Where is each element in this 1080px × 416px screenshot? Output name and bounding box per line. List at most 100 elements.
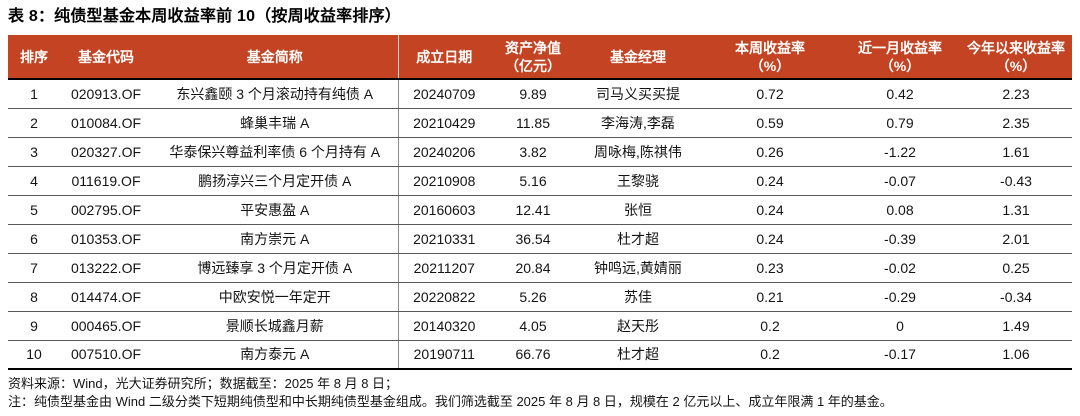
cell-inception-date: 20240709 — [398, 79, 490, 109]
cell-net-assets: 20.84 — [490, 253, 576, 283]
cell-net-assets: 66.76 — [490, 340, 576, 370]
cell-fund-code: 020913.OF — [60, 79, 152, 109]
table-row: 8 014474.OF 中欧安悦一年定开 20220822 5.26 苏佳 0.21 -0.2… — [8, 282, 1072, 312]
cell-ytd-return: -0.43 — [960, 166, 1072, 196]
cell-fund-name: 南方崇元 A — [152, 224, 399, 254]
cell-ytd-return: -0.34 — [960, 282, 1072, 312]
table-row: 5 002795.OF 平安惠盈 A 20160603 12.41 张恒 0.24 0.08 1… — [8, 195, 1072, 225]
cell-fund-name: 平安惠盈 A — [152, 195, 399, 225]
col-header-weekly-return: 本周收益率 （%） — [700, 35, 840, 80]
cell-fund-name: 东兴鑫颐 3 个月滚动持有纯债 A — [152, 79, 399, 109]
table-header-row: 排序 基金代码 基金简称 成立日期 资产净值 （亿元） 基金经理 本周收益率 （%）… — [8, 35, 1072, 80]
cell-fund-code: 010353.OF — [60, 224, 152, 254]
cell-monthly-return: -1.22 — [840, 137, 960, 167]
cell-inception-date: 20190711 — [398, 340, 490, 370]
cell-inception-date: 20240206 — [398, 137, 490, 167]
col-header-fund-name: 基金简称 — [152, 35, 399, 80]
cell-fund-manager: 赵天彤 — [576, 311, 700, 341]
cell-fund-name: 博远臻享 3 个月定开债 A — [152, 253, 399, 283]
cell-weekly-return: 0.2 — [700, 340, 840, 370]
cell-fund-name: 鹏扬淳兴三个月定开债 A — [152, 166, 399, 196]
cell-ytd-return: 1.49 — [960, 311, 1072, 341]
cell-net-assets: 3.82 — [490, 137, 576, 167]
col-header-label: 近一月收益率 — [858, 39, 942, 56]
table-title: 表 8：纯债型基金本周收益率前 10（按周收益率排序） — [8, 8, 401, 25]
cell-fund-manager: 杜才超 — [576, 224, 700, 254]
cell-weekly-return: 0.26 — [700, 137, 840, 167]
cell-weekly-return: 0.2 — [700, 311, 840, 341]
cell-ytd-return: 2.35 — [960, 108, 1072, 138]
table-body: 1 020913.OF 东兴鑫颐 3 个月滚动持有纯债 A 20240709 9.89 司… — [8, 79, 1072, 370]
cell-net-assets: 11.85 — [490, 108, 576, 138]
cell-monthly-return: -0.07 — [840, 166, 960, 196]
col-header-unit: （%） — [749, 57, 791, 74]
col-header-label: 基金简称 — [246, 48, 303, 65]
cell-fund-code: 010084.OF — [60, 108, 152, 138]
cell-rank: 2 — [8, 108, 60, 138]
cell-monthly-return: -0.17 — [840, 340, 960, 370]
cell-fund-name: 中欧安悦一年定开 — [152, 282, 399, 312]
cell-rank: 7 — [8, 253, 60, 283]
table-row: 1 020913.OF 东兴鑫颐 3 个月滚动持有纯债 A 20240709 9.89 司… — [8, 79, 1072, 109]
col-header-unit: （%） — [879, 57, 921, 74]
table-row: 4 011619.OF 鹏扬淳兴三个月定开债 A 20210908 5.16 王黎骁 0.2… — [8, 166, 1072, 196]
cell-fund-code: 007510.OF — [60, 340, 152, 370]
cell-rank: 1 — [8, 79, 60, 109]
cell-inception-date: 20211207 — [398, 253, 490, 283]
col-header-label: 成立日期 — [416, 48, 473, 65]
col-header-label: 排序 — [20, 48, 48, 65]
cell-ytd-return: 1.31 — [960, 195, 1072, 225]
cell-monthly-return: 0.42 — [840, 79, 960, 109]
cell-fund-code: 000465.OF — [60, 311, 152, 341]
cell-rank: 9 — [8, 311, 60, 341]
cell-fund-code: 014474.OF — [60, 282, 152, 312]
cell-monthly-return: -0.02 — [840, 253, 960, 283]
cell-weekly-return: 0.24 — [700, 166, 840, 196]
cell-net-assets: 5.16 — [490, 166, 576, 196]
cell-weekly-return: 0.21 — [700, 282, 840, 312]
table-row: 6 010353.OF 南方崇元 A 20210331 36.54 杜才超 0.24 -0.3… — [8, 224, 1072, 254]
cell-fund-code: 002795.OF — [60, 195, 152, 225]
cell-fund-manager: 司马义买买提 — [576, 79, 700, 109]
cell-rank: 6 — [8, 224, 60, 254]
col-header-ytd-return: 今年以来收益率 （%） — [960, 35, 1072, 80]
col-header-label: 今年以来收益率 — [967, 39, 1065, 56]
footnotes: 资料来源：Wind，光大证券研究所；数据截至：2025 年 8 月 8 日； 注… — [8, 375, 1072, 411]
cell-weekly-return: 0.24 — [700, 224, 840, 254]
cell-monthly-return: -0.39 — [840, 224, 960, 254]
cell-fund-name: 景顺长城鑫月薪 — [152, 311, 399, 341]
footnote-note: 注：纯债型基金由 Wind 二级分类下短期纯债型和中长期纯债型基金组成。我们筛选… — [8, 394, 893, 409]
cell-net-assets: 5.26 — [490, 282, 576, 312]
cell-rank: 3 — [8, 137, 60, 167]
cell-ytd-return: 0.25 — [960, 253, 1072, 283]
cell-rank: 8 — [8, 282, 60, 312]
cell-fund-manager: 王黎骁 — [576, 166, 700, 196]
col-header-inception-date: 成立日期 — [398, 35, 490, 80]
col-header-net-assets: 资产净值 （亿元） — [490, 35, 576, 80]
cell-fund-manager: 周咏梅,陈祺伟 — [576, 137, 700, 167]
fund-return-table: 排序 基金代码 基金简称 成立日期 资产净值 （亿元） 基金经理 本周收益率 （%）… — [8, 35, 1072, 370]
cell-fund-code: 013222.OF — [60, 253, 152, 283]
cell-weekly-return: 0.72 — [700, 79, 840, 109]
cell-ytd-return: 1.61 — [960, 137, 1072, 167]
footnote-source: 资料来源：Wind，光大证券研究所；数据截至：2025 年 8 月 8 日； — [8, 376, 399, 391]
cell-ytd-return: 2.01 — [960, 224, 1072, 254]
cell-fund-manager: 张恒 — [576, 195, 700, 225]
cell-weekly-return: 0.59 — [700, 108, 840, 138]
cell-ytd-return: 2.23 — [960, 79, 1072, 109]
cell-inception-date: 20160603 — [398, 195, 490, 225]
cell-net-assets: 36.54 — [490, 224, 576, 254]
cell-rank: 4 — [8, 166, 60, 196]
cell-monthly-return: 0.08 — [840, 195, 960, 225]
col-header-label: 基金经理 — [610, 48, 666, 65]
col-header-label: 本周收益率 — [735, 39, 805, 56]
cell-fund-name: 南方泰元 A — [152, 340, 399, 370]
cell-monthly-return: -0.29 — [840, 282, 960, 312]
cell-fund-manager: 苏佳 — [576, 282, 700, 312]
cell-inception-date: 20210908 — [398, 166, 490, 196]
table-row: 10 007510.OF 南方泰元 A 20190711 66.76 杜才超 0.2 -0.1… — [8, 340, 1072, 370]
cell-rank: 5 — [8, 195, 60, 225]
table-row: 9 000465.OF 景顺长城鑫月薪 20140320 4.05 赵天彤 0.2 0 1.49 — [8, 311, 1072, 341]
col-header-rank: 排序 — [8, 35, 60, 80]
